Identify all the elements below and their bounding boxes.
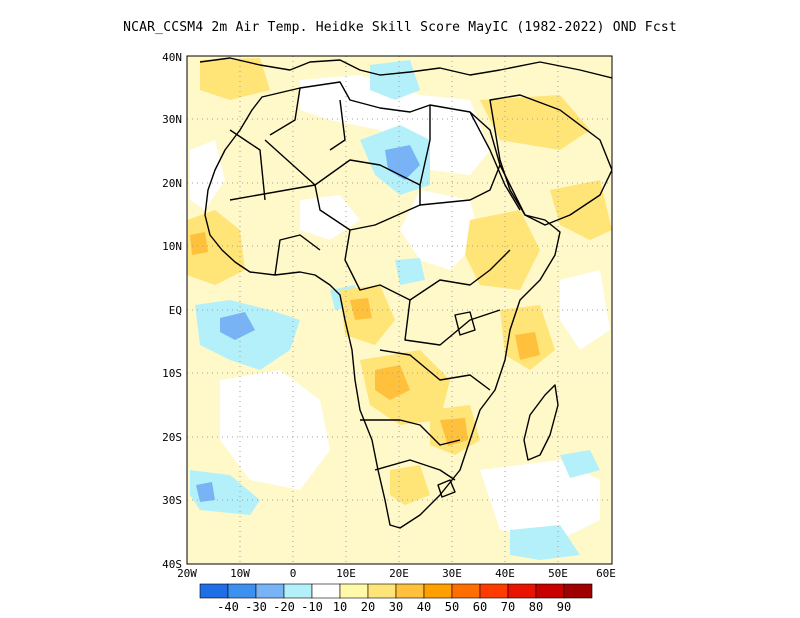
lake-victoria — [454, 311, 476, 336]
lon-label: 50E — [548, 567, 568, 580]
blue-patch — [220, 312, 255, 340]
arabia-coastline — [489, 94, 612, 226]
color-swatch — [311, 583, 341, 599]
country-border — [360, 419, 461, 446]
color-swatch — [199, 583, 229, 599]
colorbar-label: 50 — [445, 600, 459, 614]
country-border — [419, 164, 501, 206]
white-patch — [190, 140, 225, 210]
white-patch — [480, 460, 600, 540]
map-title: NCAR_CCSM4 2m Air Temp. Heidke Skill Sco… — [123, 20, 677, 35]
colorbar-label: -30 — [245, 600, 267, 614]
colorbar-label: 70 — [501, 600, 515, 614]
color-swatch — [451, 583, 481, 599]
white-patch — [560, 270, 610, 350]
color-swatch — [255, 583, 285, 599]
light-blue-patch — [190, 470, 260, 515]
colorbar-label: 90 — [557, 600, 571, 614]
gold-patch — [200, 58, 270, 100]
country-border — [269, 87, 301, 136]
orange-patch — [190, 232, 208, 255]
graticule — [187, 56, 612, 564]
color-swatch — [535, 583, 565, 599]
lat-label: EQ — [169, 304, 182, 317]
gold-patch — [390, 465, 430, 505]
color-swatch — [507, 583, 537, 599]
lat-label: 40S — [162, 558, 182, 571]
light-blue-patch — [395, 258, 425, 285]
lon-axis-labels: 20W 10W 0 10E 20E 30E 40E 50E 60E — [177, 567, 616, 580]
color-swatch — [563, 583, 593, 599]
color-swatch — [227, 583, 257, 599]
lat-label: 10N — [162, 240, 182, 253]
map-frame — [186, 55, 613, 565]
country-border — [274, 234, 321, 276]
lon-label: 20E — [389, 567, 409, 580]
lesotho — [437, 479, 456, 498]
colorbar: -40 -30 -20 -10 10 20 30 40 50 60 70 80 … — [199, 583, 593, 614]
europe-coastline — [199, 57, 612, 79]
color-swatch — [367, 583, 397, 599]
colorbar-label: -10 — [301, 600, 323, 614]
gold-patch — [480, 95, 590, 150]
country-border — [379, 349, 491, 391]
lon-label: 10E — [336, 567, 356, 580]
country-border — [229, 129, 266, 201]
lon-label: 40E — [495, 567, 515, 580]
madagascar — [523, 384, 559, 461]
white-patch — [300, 75, 490, 175]
light-blue-patch — [370, 60, 420, 100]
lat-label: 40N — [162, 51, 182, 64]
colorbar-label: 20 — [361, 600, 375, 614]
country-border — [329, 99, 346, 151]
light-blue-patch — [560, 450, 600, 478]
country-border — [404, 299, 501, 346]
lat-label: 20N — [162, 177, 182, 190]
lat-label: 30S — [162, 494, 182, 507]
lon-label: 20W — [177, 567, 197, 580]
lon-label: 30E — [442, 567, 462, 580]
orange-patch — [375, 365, 410, 400]
color-swatch — [479, 583, 509, 599]
colorbar-label: -20 — [273, 600, 295, 614]
lat-label: 10S — [162, 367, 182, 380]
colorbar-label: 30 — [389, 600, 403, 614]
color-swatch — [339, 583, 369, 599]
color-swatch — [395, 583, 425, 599]
lat-label: 30N — [162, 113, 182, 126]
gold-patch — [465, 210, 540, 290]
light-blue-patch — [510, 525, 580, 560]
orange-patch — [440, 418, 468, 446]
lat-label: 20S — [162, 431, 182, 444]
country-border — [374, 459, 456, 481]
gold-patch — [550, 180, 612, 240]
colorbar-label: -40 — [217, 600, 239, 614]
coastlines — [199, 57, 612, 529]
blue-patch — [196, 482, 215, 502]
orange-patch — [350, 298, 372, 320]
white-patch — [400, 190, 480, 270]
color-swatch — [423, 583, 453, 599]
light-blue-patch — [195, 300, 300, 370]
colorbar-label: 80 — [529, 600, 543, 614]
lon-label: 10W — [230, 567, 250, 580]
colorbar-label: 40 — [417, 600, 431, 614]
orange-patch — [515, 332, 540, 360]
colorbar-label: 10 — [333, 600, 347, 614]
red-sea — [469, 111, 521, 211]
gold-patch — [187, 210, 245, 285]
colorbar-label: 60 — [473, 600, 487, 614]
lon-label: 0 — [290, 567, 297, 580]
africa-coastline — [204, 81, 561, 529]
lon-label: 60E — [596, 567, 616, 580]
white-patch — [220, 370, 330, 490]
lat-axis-labels: 40N 30N 20N 10N EQ 10S 20S 30S 40S — [162, 51, 182, 571]
color-swatch — [283, 583, 313, 599]
